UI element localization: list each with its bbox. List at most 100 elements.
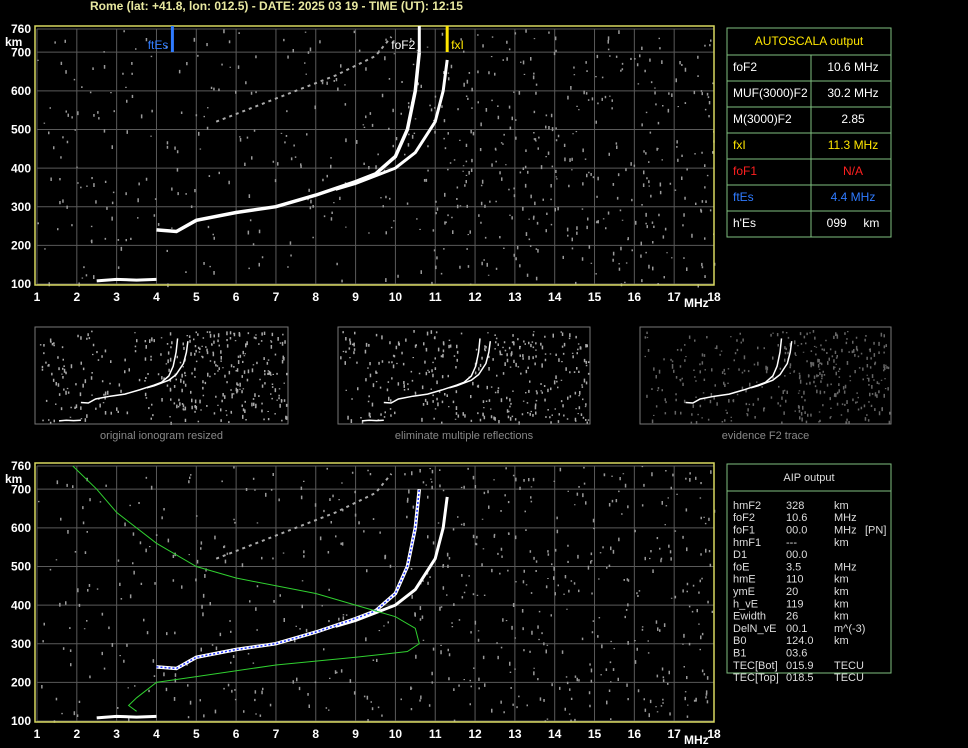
y-tick-label: 500 — [11, 123, 31, 137]
thumb-frame — [34, 326, 289, 425]
x-tick-label: 17 — [667, 727, 681, 741]
x-tick-label: 11 — [429, 290, 442, 304]
param-name: foF1 — [733, 164, 757, 178]
thumb-caption: original ionogram resized — [100, 430, 223, 442]
y-tick-label: 200 — [11, 239, 31, 253]
x-tick-label: 18 — [707, 727, 721, 741]
plot-frame — [34, 462, 715, 723]
param-value: N/A — [843, 164, 863, 178]
x-tick-label: 16 — [628, 727, 642, 741]
noise — [340, 330, 590, 425]
param-name: foF2 — [733, 60, 757, 74]
x-unit: MHz — [684, 733, 709, 747]
param-value: 11.3 MHz — [828, 138, 878, 152]
aip-cell: TEC[Top] — [733, 672, 779, 684]
noise — [644, 330, 891, 425]
y-tick-label: 500 — [11, 560, 31, 574]
aip-cell: B1 — [733, 648, 746, 660]
noise — [38, 466, 716, 723]
param-value: 099 km — [827, 216, 880, 230]
x-tick-label: 10 — [389, 727, 403, 741]
x-tick-label: 13 — [508, 290, 522, 304]
y-tick-label: 600 — [11, 521, 31, 535]
y-tick-label: 760 — [11, 22, 31, 36]
x-tick-label: 11 — [429, 727, 442, 741]
param-value: 10.6 MHz — [827, 60, 878, 74]
aip-cell: 10.6 — [786, 512, 807, 524]
marker-label: ftEs — [148, 38, 169, 52]
x-tick-label: 1 — [34, 290, 41, 304]
marker-label: foF2 — [391, 38, 415, 52]
x-tick-label: 15 — [588, 727, 602, 741]
aip-cell: 124.0 — [786, 635, 814, 647]
aip-cell: D1 — [733, 549, 747, 561]
aip-cell: km — [834, 586, 849, 598]
x-tick-label: 17 — [667, 290, 681, 304]
x-trace — [335, 496, 449, 628]
y-unit: km — [5, 472, 22, 486]
y-tick-label: 400 — [11, 161, 31, 175]
y-tick-label: 400 — [11, 598, 31, 612]
y-tick-label: 100 — [11, 277, 31, 291]
param-name: M(3000)F2 — [733, 112, 792, 126]
y-tick-label: 700 — [11, 45, 31, 59]
multi-trace — [215, 473, 393, 560]
x-tick-label: 5 — [193, 290, 200, 304]
aip-frame — [726, 463, 892, 674]
noise — [39, 330, 288, 425]
aip-cell: [PN] — [865, 525, 886, 537]
x-tick-label: 15 — [588, 290, 602, 304]
aip-cell: 26 — [786, 611, 798, 623]
aip-cell: km — [834, 574, 849, 586]
x-trace — [449, 341, 492, 389]
aip-title: AIP output — [783, 472, 834, 484]
x-trace — [335, 59, 449, 191]
density-profile — [72, 465, 420, 712]
aip-cell: m^(-3) — [834, 623, 865, 635]
aip-cell: 03.6 — [786, 648, 807, 660]
noise — [37, 29, 716, 288]
aip-cell: ymE — [733, 586, 755, 598]
thumb-caption: evidence F2 trace — [722, 430, 809, 442]
param-name: ftEs — [733, 190, 754, 204]
aip-cell: foF2 — [733, 512, 755, 524]
x-tick-label: 14 — [548, 290, 562, 304]
x-tick-label: 4 — [153, 290, 160, 304]
aip-cell: 20 — [786, 586, 798, 598]
param-name: h'Es — [733, 216, 756, 230]
param-name: fxI — [733, 138, 746, 152]
aip-cell: h_vE — [733, 598, 758, 610]
x-tick-label: 9 — [352, 290, 359, 304]
x-trace — [750, 341, 793, 389]
aip-cell: TECU — [834, 660, 864, 672]
param-name: MUF(3000)F2 — [733, 86, 808, 100]
aip-cell: km — [834, 598, 849, 610]
aip-cell: hmE — [733, 574, 756, 586]
aip-cell: 3.5 — [786, 561, 801, 573]
x-tick-label: 7 — [273, 290, 280, 304]
aip-cell: 00.0 — [786, 549, 807, 561]
es-trace — [361, 419, 384, 422]
aip-cell: km — [834, 611, 849, 623]
aip-cell: 015.9 — [786, 660, 814, 672]
x-tick-label: 16 — [628, 290, 642, 304]
x-tick-label: 6 — [233, 290, 240, 304]
x-tick-label: 3 — [113, 727, 120, 741]
param-value: 2.85 — [841, 112, 865, 126]
y-tick-label: 300 — [11, 637, 31, 651]
aip-cell: 119 — [786, 598, 804, 610]
x-tick-label: 1 — [34, 727, 41, 741]
x-tick-label: 9 — [352, 727, 359, 741]
es-trace — [96, 277, 157, 283]
thumb-caption: eliminate multiple reflections — [395, 430, 534, 442]
aip-cell: DelN_vE — [733, 623, 776, 635]
aip-cell: TEC[Bot] — [733, 660, 778, 672]
es-trace — [58, 419, 81, 422]
es-trace — [96, 714, 157, 720]
aip-cell: 110 — [786, 574, 804, 586]
thumb-frame — [337, 326, 591, 425]
aip-cell: km — [834, 500, 849, 512]
y-tick-label: 300 — [11, 200, 31, 214]
x-tick-label: 14 — [548, 727, 562, 741]
autoscala-title: AUTOSCALA output — [755, 34, 864, 48]
